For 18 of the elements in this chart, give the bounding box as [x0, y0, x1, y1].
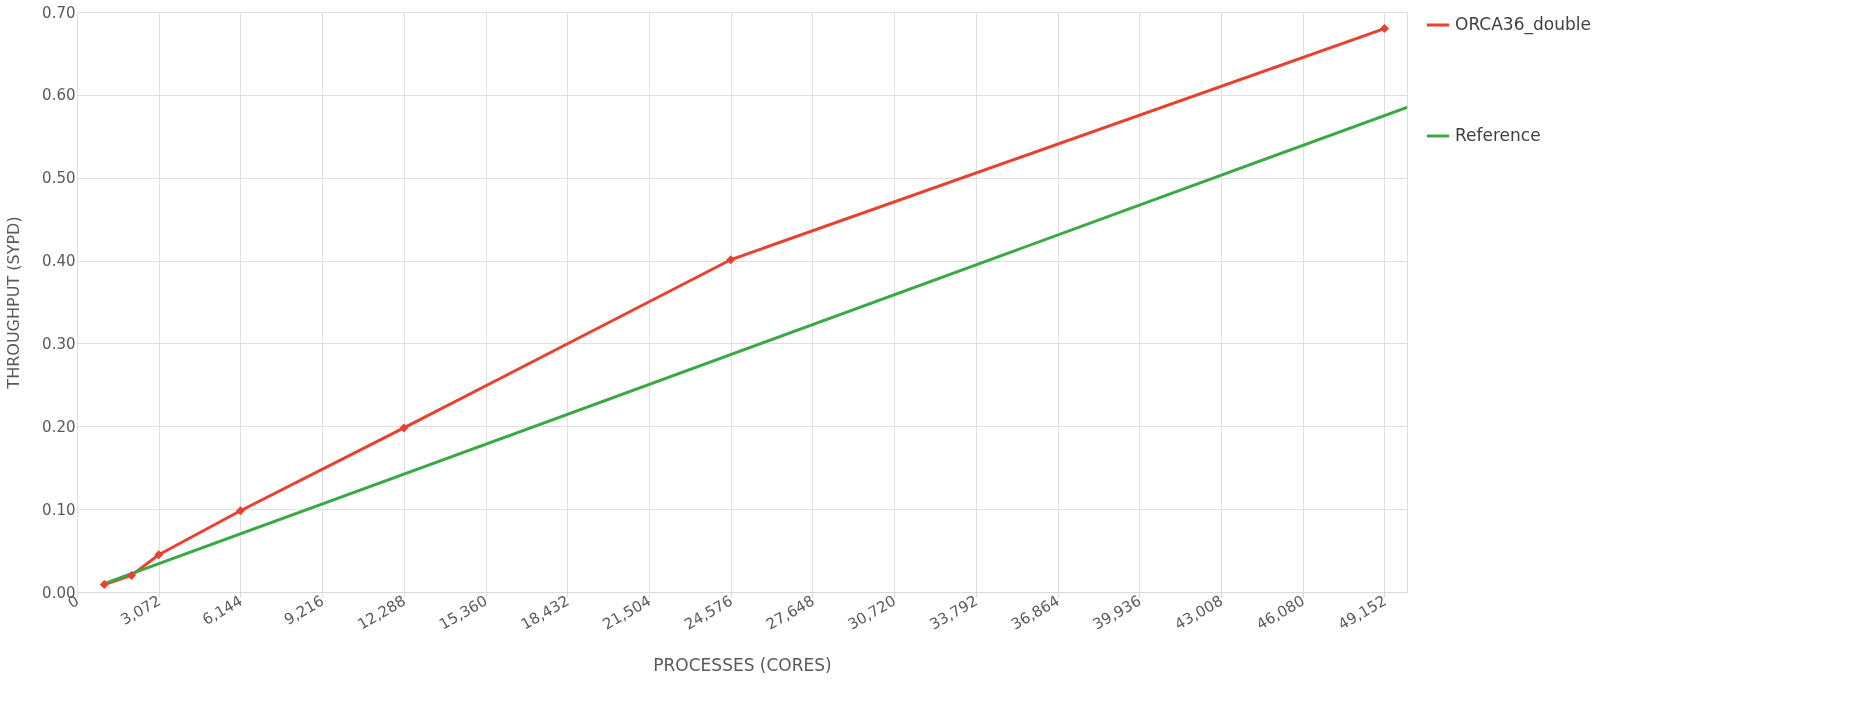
point — [726, 255, 736, 265]
point — [154, 550, 164, 560]
point — [99, 580, 109, 590]
y-tick-label: 0.10 — [42, 500, 76, 519]
y-tick-label: 0.30 — [42, 334, 76, 353]
y-tick-label: 0.60 — [42, 86, 76, 105]
y-tick-label: 0.40 — [42, 252, 76, 271]
legend-label: ORCA36_double — [1455, 14, 1591, 35]
y-tick-label: 0.20 — [42, 417, 76, 436]
point — [235, 506, 245, 516]
point — [399, 423, 409, 433]
y-tick-label: 0.70 — [42, 3, 76, 22]
x-axis-title: PROCESSES (CORES) — [653, 654, 832, 675]
legend-label: Reference — [1455, 125, 1541, 145]
y-axis-title: THROUGHPUT (SYPD) — [4, 216, 24, 390]
point — [1379, 24, 1389, 34]
point — [127, 570, 136, 580]
y-tick-label: 0.50 — [42, 169, 76, 188]
